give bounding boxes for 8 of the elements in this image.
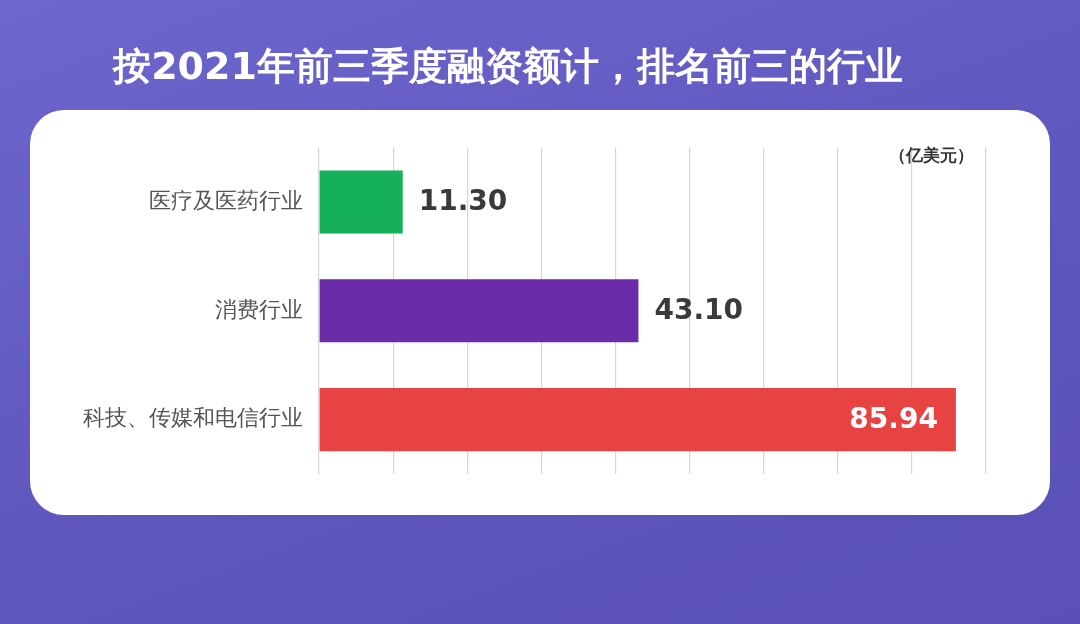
data-label: 11.30 [418, 184, 508, 218]
data-label: 43.10 [654, 293, 743, 327]
y-tick-label: 科技、传媒和电信行业 [83, 405, 303, 431]
annotation: （亿美元） [889, 145, 974, 166]
chart-title: 按2021年前三季度融资额计，排名前三的行业 [112, 43, 903, 88]
y-tick-label: 医疗及医药行业 [149, 187, 303, 213]
y-tick-label: 消费行业 [215, 296, 303, 322]
data-label: 85.94 [849, 401, 938, 435]
